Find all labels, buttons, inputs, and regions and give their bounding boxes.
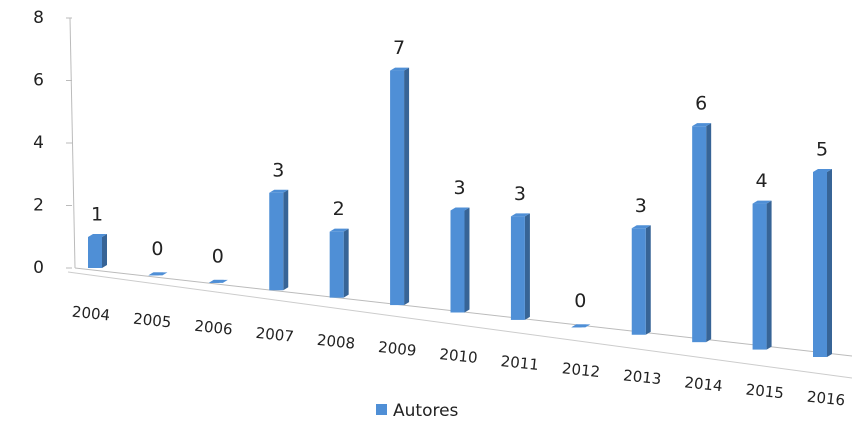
bar	[88, 237, 102, 268]
bar-side	[524, 213, 530, 320]
x-tick-label: 2009	[377, 338, 417, 360]
bar-side	[283, 189, 289, 291]
bar-top	[631, 225, 651, 229]
bar	[390, 70, 405, 306]
x-tick-label: 2012	[561, 359, 601, 381]
bar-top	[510, 213, 530, 217]
y-tick-label: 0	[33, 258, 44, 278]
value-label: 1	[91, 204, 103, 226]
x-tick-label: 2013	[622, 366, 662, 388]
x-tick-label: 2007	[255, 324, 295, 346]
x-tick-label: 2011	[500, 352, 540, 374]
bar-side	[827, 169, 832, 357]
bar	[450, 210, 465, 313]
bar-top	[813, 169, 832, 172]
bar-side	[404, 67, 410, 306]
x-tick-label: 2010	[439, 345, 479, 367]
y-tick-label: 2	[33, 196, 44, 216]
bar-side	[645, 225, 651, 335]
value-label: 3	[514, 183, 526, 205]
x-tick-label: 2008	[316, 331, 356, 353]
bar	[692, 126, 707, 343]
value-label: 6	[695, 93, 707, 115]
value-label: 4	[756, 170, 768, 192]
bar	[752, 203, 767, 350]
legend-label: Autores	[393, 401, 459, 421]
value-label: 0	[574, 290, 586, 312]
bar-side	[766, 200, 772, 350]
floor-front	[67, 271, 852, 379]
value-label: 3	[453, 177, 465, 199]
value-label: 7	[393, 37, 405, 59]
x-tick-label: 2006	[194, 317, 234, 339]
x-tick-label: 2004	[71, 303, 111, 325]
value-label: 0	[212, 245, 224, 267]
bar-flat	[571, 324, 587, 328]
legend-swatch	[376, 404, 387, 415]
bar-top	[450, 207, 470, 211]
y-tick-label: 6	[33, 71, 44, 91]
value-label: 3	[272, 159, 284, 181]
bar-side	[343, 228, 349, 298]
value-label: 5	[816, 139, 828, 161]
bar-top	[390, 67, 410, 71]
bar-side	[102, 234, 107, 268]
bar-top	[269, 189, 289, 193]
x-tick-label: 2015	[745, 380, 785, 402]
bar-top	[88, 234, 107, 237]
bar	[329, 231, 344, 298]
bar-side	[464, 207, 470, 313]
y-tick-label: 8	[33, 8, 44, 28]
y-tick-label: 4	[33, 133, 44, 153]
value-label: 0	[151, 238, 163, 260]
bar-top	[329, 228, 349, 232]
x-tick-label: 2005	[132, 310, 172, 332]
bar-top	[752, 200, 772, 204]
bar	[510, 216, 525, 320]
value-label: 2	[333, 198, 345, 220]
bar-flat	[208, 279, 224, 283]
bar	[269, 192, 284, 291]
bar-top	[692, 123, 712, 127]
bar-flat	[148, 272, 164, 276]
bar-side	[706, 123, 712, 343]
bar	[813, 172, 827, 357]
value-label: 3	[635, 195, 647, 217]
y-axis	[69, 17, 76, 269]
bar	[631, 228, 646, 335]
x-tick-label: 2014	[684, 373, 724, 395]
x-tick-label: 2016	[806, 388, 846, 410]
